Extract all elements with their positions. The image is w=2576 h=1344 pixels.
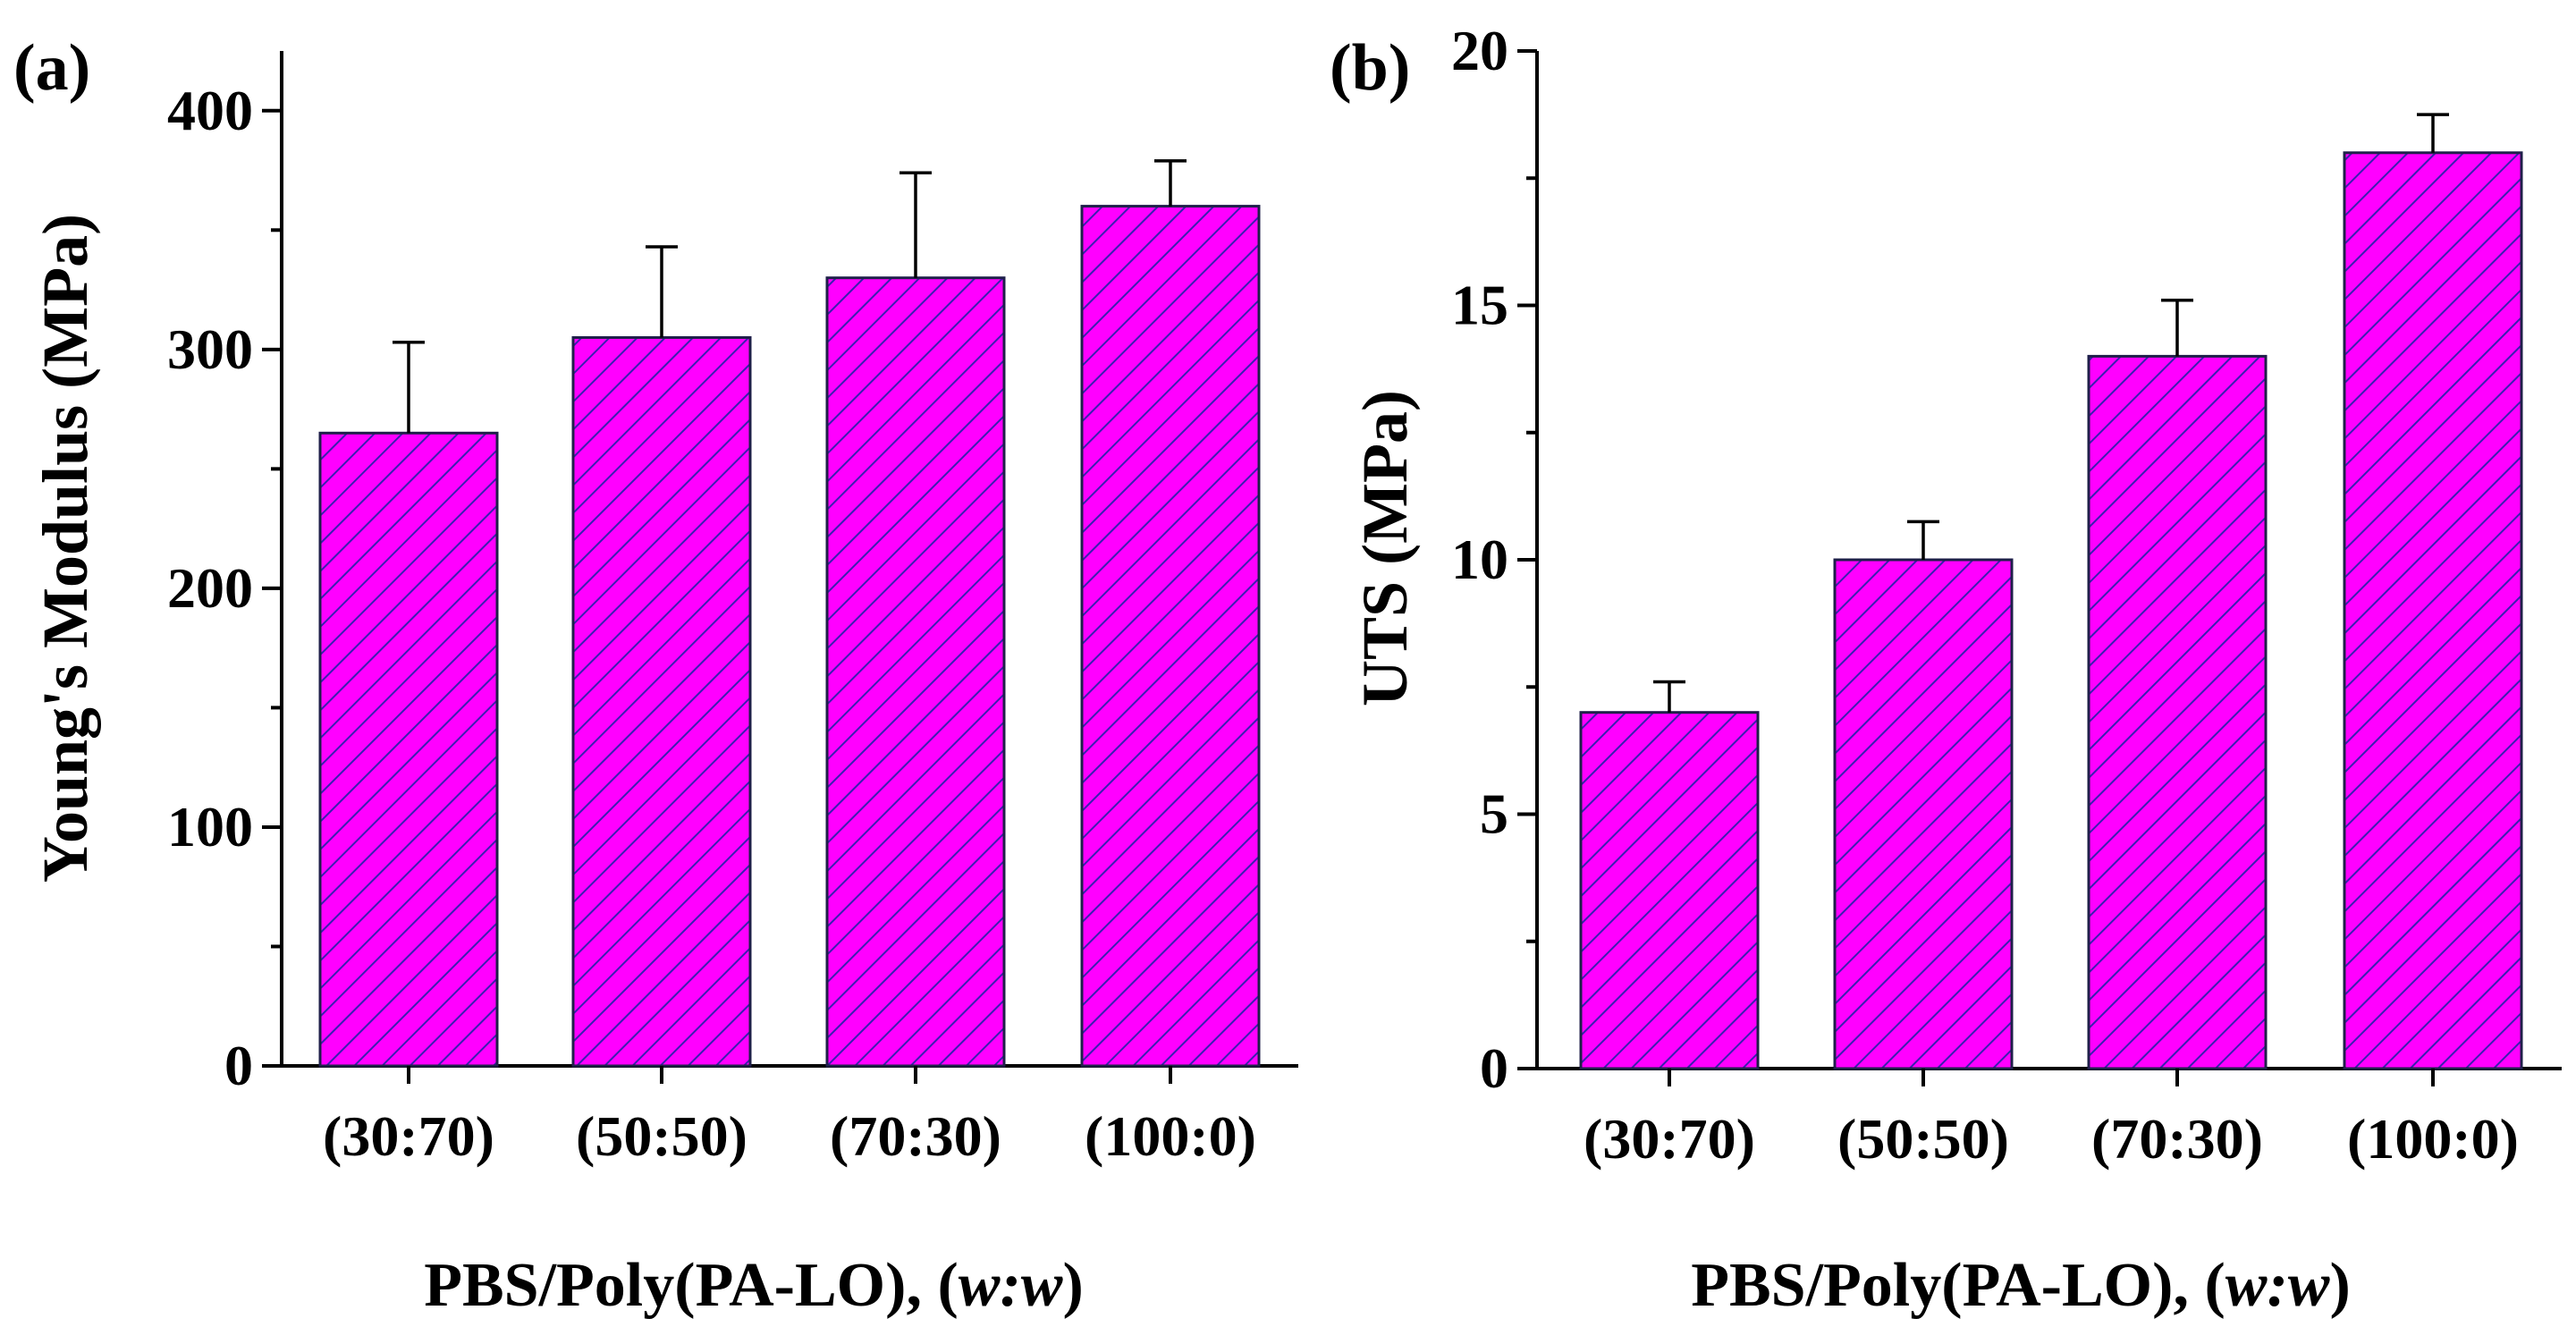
- panel-b-y-tick-label: 20: [1451, 19, 1508, 82]
- panel-b-y-tick-label: 10: [1451, 528, 1508, 591]
- panel-a-x-tick-label: (50:50): [576, 1104, 747, 1168]
- panel-a-label: (a): [13, 31, 90, 105]
- panel-b-y-tick-label: 5: [1480, 782, 1508, 846]
- panel-b-error-bar: [1907, 520, 1939, 560]
- panel-a-bar: [571, 335, 752, 1068]
- panel-b-bar: [2343, 151, 2523, 1070]
- panel-a-x-tick-label: (30:70): [323, 1104, 494, 1168]
- panel-a-y-tick-label: 400: [167, 79, 253, 142]
- panel-a-y-tick-label: 200: [167, 556, 253, 620]
- panel-a-x-axis-title: PBS/Poly(PA-LO), (w:w): [424, 1251, 1084, 1320]
- panel-b-bar: [1833, 558, 2014, 1070]
- panel-a-x-tick-label: (100:0): [1085, 1104, 1256, 1168]
- panel-a-y-tick-label: 300: [167, 317, 253, 381]
- panel-b-label: (b): [1330, 31, 1410, 105]
- panel-b-x-tick-label: (50:50): [1837, 1107, 2009, 1171]
- panel-b-y-axis-title: UTS (MPa): [1349, 390, 1421, 706]
- panel-a-bar: [318, 431, 499, 1068]
- panel-b-x-tick-label: (30:70): [1584, 1107, 1755, 1171]
- panel-b-bar: [2087, 354, 2268, 1070]
- panel-a-x-tick-label: (70:30): [830, 1104, 1001, 1168]
- panel-a-error-bar: [899, 171, 932, 278]
- panel-a-error-bar: [646, 245, 678, 338]
- panel-a-y-tick-label: 100: [167, 795, 253, 858]
- panel-a-bar: [825, 276, 1006, 1068]
- panel-a-bar: [1080, 205, 1261, 1068]
- panel-b-x-tick-label: (100:0): [2347, 1107, 2519, 1171]
- panel-b-error-bar: [1653, 680, 1685, 713]
- panel-a-error-bar: [1154, 159, 1187, 207]
- panel-b-y-tick-label: 15: [1451, 274, 1508, 337]
- panel-a-error-bar: [393, 341, 425, 434]
- panel-a-y-axis-title: Young's Modulus (MPa): [30, 214, 101, 883]
- panel-b-x-axis-title: PBS/Poly(PA-LO), (w:w): [1691, 1251, 2351, 1320]
- panel-b-chart: (b) UTS (MPa) PBS/Poly(PA-LO), (w:w) 0 5 1…: [1330, 19, 2562, 1320]
- panel-b-x-tick-label: (70:30): [2091, 1107, 2263, 1171]
- panel-a-y-tick-label: 0: [224, 1034, 253, 1097]
- panel-b-bar: [1579, 711, 1760, 1070]
- panel-a-chart: (a) Young's Modulus (MPa) PBS/Poly(PA-LO…: [13, 31, 1298, 1320]
- panel-b-error-bar: [2161, 299, 2193, 357]
- panel-b-y-tick-label: 0: [1480, 1036, 1508, 1100]
- panel-b-error-bar: [2417, 113, 2449, 153]
